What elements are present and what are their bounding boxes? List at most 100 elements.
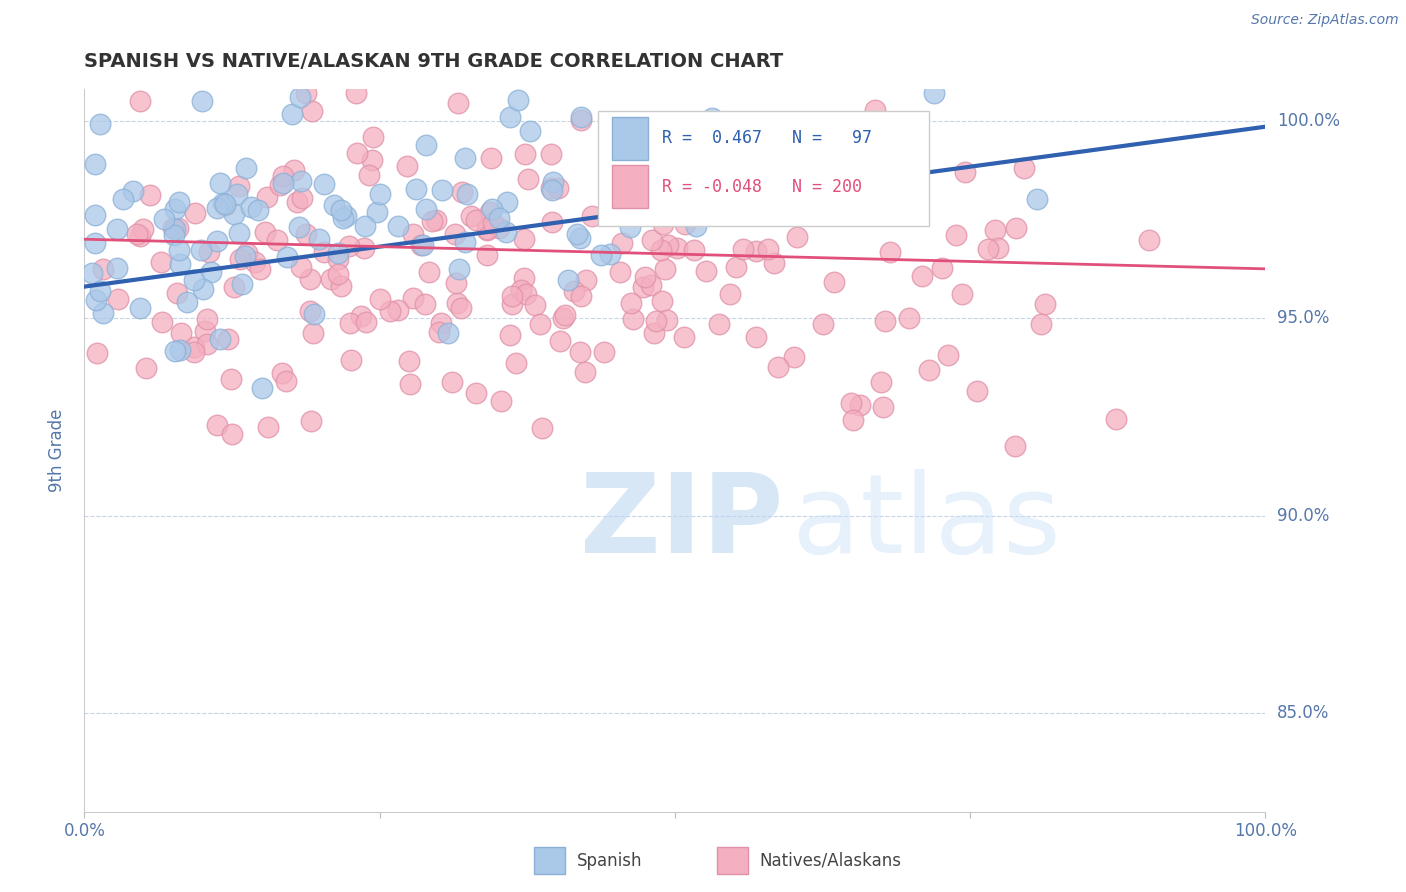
Point bbox=[495, 225, 517, 239]
Point bbox=[402, 227, 425, 241]
Point bbox=[138, 188, 160, 202]
Point bbox=[557, 273, 579, 287]
Point bbox=[766, 360, 789, 375]
Point bbox=[361, 153, 384, 167]
Point bbox=[565, 227, 588, 242]
Point bbox=[280, 107, 302, 121]
Point bbox=[519, 124, 541, 138]
Point bbox=[479, 204, 502, 219]
Point bbox=[553, 311, 575, 326]
Point bbox=[399, 377, 422, 392]
Point bbox=[1033, 296, 1056, 310]
Point bbox=[669, 169, 692, 183]
Point bbox=[841, 413, 863, 427]
Point bbox=[793, 151, 815, 165]
Point bbox=[659, 208, 682, 222]
Point bbox=[515, 146, 537, 161]
Point bbox=[84, 157, 107, 171]
Point bbox=[132, 222, 155, 236]
Point bbox=[191, 282, 214, 296]
Point bbox=[1005, 220, 1028, 235]
Point bbox=[631, 280, 654, 294]
Point bbox=[207, 234, 229, 248]
Text: R =  0.467   N =   97: R = 0.467 N = 97 bbox=[662, 129, 872, 147]
Point bbox=[683, 176, 706, 190]
Point bbox=[285, 195, 308, 210]
Point bbox=[643, 326, 665, 340]
Point bbox=[162, 221, 184, 235]
Point bbox=[125, 227, 148, 241]
Point bbox=[198, 244, 221, 259]
Point bbox=[718, 287, 741, 301]
Point bbox=[214, 197, 236, 211]
Point bbox=[411, 237, 433, 252]
Point bbox=[135, 360, 157, 375]
Point bbox=[905, 166, 928, 180]
Point bbox=[488, 220, 510, 235]
Point bbox=[295, 227, 318, 241]
Point bbox=[541, 183, 564, 197]
Point bbox=[183, 273, 205, 287]
Text: 90.0%: 90.0% bbox=[1277, 507, 1329, 524]
Point bbox=[89, 284, 111, 298]
Point bbox=[418, 265, 440, 279]
Point bbox=[695, 264, 717, 278]
Point bbox=[214, 198, 236, 212]
Point bbox=[575, 273, 598, 287]
Point bbox=[872, 401, 894, 415]
Point bbox=[444, 227, 467, 242]
Point bbox=[650, 243, 672, 257]
Point bbox=[1137, 233, 1160, 247]
Point bbox=[91, 306, 114, 320]
Point bbox=[554, 308, 576, 322]
Point bbox=[368, 293, 391, 307]
Point bbox=[733, 242, 755, 256]
Point bbox=[301, 103, 323, 118]
Point bbox=[84, 293, 107, 308]
Point bbox=[602, 182, 624, 196]
Point bbox=[169, 257, 191, 271]
Y-axis label: 9th Grade: 9th Grade bbox=[48, 409, 66, 492]
Point bbox=[569, 111, 592, 125]
Point bbox=[574, 365, 596, 379]
Point bbox=[482, 216, 505, 230]
Point bbox=[623, 312, 645, 326]
Point bbox=[523, 298, 546, 312]
Point bbox=[250, 381, 273, 395]
Point bbox=[166, 285, 188, 300]
Point bbox=[839, 395, 862, 409]
Point bbox=[208, 176, 231, 190]
Point bbox=[107, 293, 129, 307]
Point bbox=[165, 343, 187, 358]
Point bbox=[1004, 438, 1026, 452]
Point bbox=[652, 218, 675, 232]
Point bbox=[593, 344, 616, 359]
Point bbox=[288, 90, 311, 104]
Text: Source: ZipAtlas.com: Source: ZipAtlas.com bbox=[1251, 13, 1399, 28]
Point bbox=[745, 329, 768, 343]
Point bbox=[488, 211, 510, 225]
Point bbox=[326, 245, 349, 260]
Point bbox=[257, 419, 280, 434]
Point bbox=[322, 197, 344, 211]
Point bbox=[363, 130, 385, 145]
Point bbox=[505, 356, 527, 370]
Point bbox=[226, 187, 249, 202]
Point bbox=[673, 217, 696, 231]
Point bbox=[256, 190, 278, 204]
Point bbox=[496, 194, 519, 209]
Point bbox=[450, 301, 472, 316]
Point bbox=[540, 147, 562, 161]
Text: SPANISH VS NATIVE/ALASKAN 9TH GRADE CORRELATION CHART: SPANISH VS NATIVE/ALASKAN 9TH GRADE CORR… bbox=[84, 53, 783, 71]
Point bbox=[350, 309, 373, 323]
Point bbox=[612, 236, 634, 251]
Point bbox=[513, 270, 536, 285]
Point bbox=[477, 222, 499, 236]
Point bbox=[240, 200, 263, 214]
Point bbox=[475, 223, 498, 237]
Point bbox=[898, 311, 921, 326]
Text: Natives/Alaskans: Natives/Alaskans bbox=[759, 852, 901, 870]
Point bbox=[879, 245, 901, 260]
Point bbox=[456, 186, 478, 201]
Point bbox=[84, 208, 107, 222]
